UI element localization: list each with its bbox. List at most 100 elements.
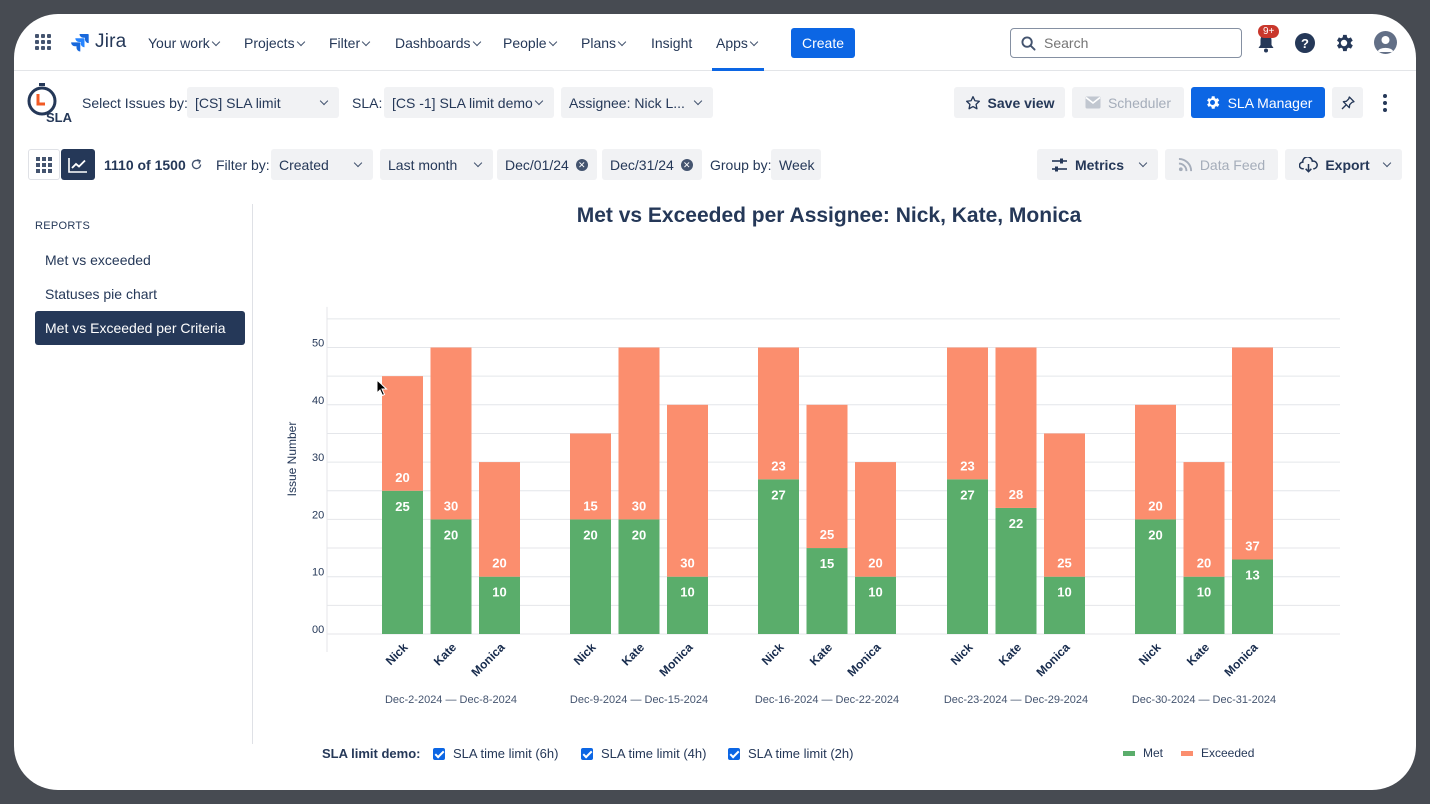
data-label-met: 15 xyxy=(820,556,834,571)
more-options-icon[interactable] xyxy=(1370,87,1400,118)
chart-view-button[interactable] xyxy=(61,149,95,180)
data-label-exceeded: 30 xyxy=(444,498,458,513)
y-tick-label: 20 xyxy=(312,509,324,521)
stacked-bar-chart: 00 10 20 30 40 50 Issue Number 25 20 Nick 20 30 Kate… xyxy=(285,306,1340,706)
clear-date-icon[interactable]: ✕ xyxy=(575,158,588,171)
grid-view-button[interactable] xyxy=(28,149,60,180)
chevron-down-icon xyxy=(1382,158,1392,168)
data-label-met: 27 xyxy=(960,487,974,502)
sla-manager-button[interactable]: SLA Manager xyxy=(1191,87,1325,118)
data-label-met: 20 xyxy=(444,527,458,542)
data-feed-button[interactable]: Data Feed xyxy=(1165,149,1278,180)
bar-exceeded xyxy=(806,404,848,549)
nav-your-work[interactable]: Your work xyxy=(148,35,220,51)
sla-app-logo: SLA xyxy=(26,82,76,126)
stopwatch-icon xyxy=(27,83,57,116)
checkbox-sla-2h[interactable]: SLA time limit (2h) xyxy=(728,746,853,761)
legend-met[interactable]: Met xyxy=(1123,746,1163,760)
date-from-chip[interactable]: Dec/01/24 ✕ xyxy=(497,149,597,180)
checkbox-checked-icon[interactable] xyxy=(728,747,740,760)
chevron-down-icon xyxy=(353,158,363,168)
filter-by-dropdown[interactable]: Created xyxy=(271,149,373,180)
data-label-met: 10 xyxy=(1197,585,1211,600)
legend-swatch-met xyxy=(1123,750,1135,756)
group-by-value: Week xyxy=(779,156,815,173)
sla-dropdown[interactable]: [CS -1] SLA limit demo xyxy=(384,87,554,118)
save-view-button[interactable]: Save view xyxy=(954,87,1065,118)
create-button[interactable]: Create xyxy=(791,28,855,58)
checkbox-checked-icon[interactable] xyxy=(581,747,593,760)
data-label-exceeded: 25 xyxy=(1057,556,1071,571)
nav-label: Dashboards xyxy=(395,35,471,51)
bar-exceeded xyxy=(1183,462,1225,577)
star-icon xyxy=(965,95,980,109)
mouse-cursor-icon xyxy=(376,379,388,397)
checkbox-checked-icon[interactable] xyxy=(433,747,445,760)
nav-filter[interactable]: Filter xyxy=(329,35,371,51)
app-switcher-icon[interactable] xyxy=(35,34,51,50)
jira-logo[interactable]: Jira xyxy=(70,31,126,53)
bar-met xyxy=(1044,576,1085,634)
date-to-chip[interactable]: Dec/31/24 ✕ xyxy=(602,149,702,180)
metrics-button[interactable]: Metrics xyxy=(1037,149,1158,180)
user-avatar[interactable] xyxy=(1374,31,1397,54)
bar-met xyxy=(758,479,799,634)
chevron-down-icon xyxy=(296,37,305,47)
clear-date-icon[interactable]: ✕ xyxy=(680,158,693,171)
bar-exceeded xyxy=(1044,433,1085,577)
chevron-down-icon xyxy=(617,37,627,47)
export-button[interactable]: Export xyxy=(1285,149,1402,180)
metrics-label: Metrics xyxy=(1074,156,1125,173)
period-dropdown[interactable]: Last month xyxy=(380,149,493,180)
data-label-exceeded: 28 xyxy=(1009,487,1023,502)
help-icon[interactable]: ? xyxy=(1295,33,1315,53)
refresh-icon[interactable] xyxy=(190,158,203,171)
search-input[interactable] xyxy=(1044,35,1214,51)
jira-logo-icon xyxy=(71,34,89,52)
grid-icon xyxy=(36,156,52,173)
bar-exceeded xyxy=(947,347,988,480)
pin-button[interactable] xyxy=(1332,87,1363,118)
sla-value: [CS -1] SLA limit demo xyxy=(392,94,533,111)
legend-label: Met xyxy=(1143,746,1164,760)
bar-exceeded xyxy=(618,347,660,520)
sidebar-item-statuses-pie-chart[interactable]: Statuses pie chart xyxy=(35,277,245,311)
data-label-met: 13 xyxy=(1245,568,1259,583)
sidebar-divider xyxy=(252,204,253,744)
nav-dashboards[interactable]: Dashboards xyxy=(395,35,481,51)
y-tick-label: 40 xyxy=(312,395,324,407)
nav-insight[interactable]: Insight xyxy=(651,35,692,51)
filter-by-label: Filter by: xyxy=(216,157,270,173)
data-label-exceeded: 25 xyxy=(820,527,834,542)
data-label-met: 20 xyxy=(583,527,597,542)
app-frame: Jira Your work Projects Filter Dashboard… xyxy=(14,14,1416,790)
nav-projects[interactable]: Projects xyxy=(244,35,305,51)
checkbox-sla-6h[interactable]: SLA time limit (6h) xyxy=(433,746,558,761)
sidebar-item-met-vs-exceeded[interactable]: Met vs exceeded xyxy=(35,243,245,277)
nav-people[interactable]: People xyxy=(503,35,557,51)
assignee-dropdown[interactable]: Assignee: Nick L... xyxy=(561,87,713,118)
data-label-exceeded: 20 xyxy=(868,556,882,571)
group-by-dropdown[interactable]: Week xyxy=(771,149,821,180)
checkbox-label: SLA time limit (2h) xyxy=(748,746,854,761)
sidebar-item-label: Met vs Exceeded per Criteria xyxy=(45,320,226,336)
sliders-icon xyxy=(1051,158,1067,171)
scheduler-button[interactable]: Scheduler xyxy=(1072,87,1184,118)
nav-plans[interactable]: Plans xyxy=(581,35,627,51)
data-label-exceeded: 15 xyxy=(583,498,597,513)
chevron-down-icon xyxy=(1138,158,1148,168)
search-box[interactable] xyxy=(1010,28,1242,58)
bar-met xyxy=(1183,576,1225,634)
bar-exceeded xyxy=(667,404,708,577)
settings-gear-icon[interactable] xyxy=(1333,32,1355,54)
notifications-badge: 9+ xyxy=(1258,25,1280,38)
checkbox-sla-4h[interactable]: SLA time limit (4h) xyxy=(581,746,706,761)
nav-apps[interactable]: Apps xyxy=(716,35,759,51)
x-category-label: Nick xyxy=(383,640,411,668)
legend-exceeded[interactable]: Exceeded xyxy=(1181,746,1254,760)
legend-swatch-exceeded xyxy=(1181,750,1193,756)
select-issues-dropdown[interactable]: [CS] SLA limit xyxy=(187,87,339,118)
bar-exceeded xyxy=(382,376,423,491)
x-category-label: Monica xyxy=(656,640,695,679)
sidebar-item-met-vs-exceeded-per-criteria[interactable]: Met vs Exceeded per Criteria xyxy=(35,311,245,345)
